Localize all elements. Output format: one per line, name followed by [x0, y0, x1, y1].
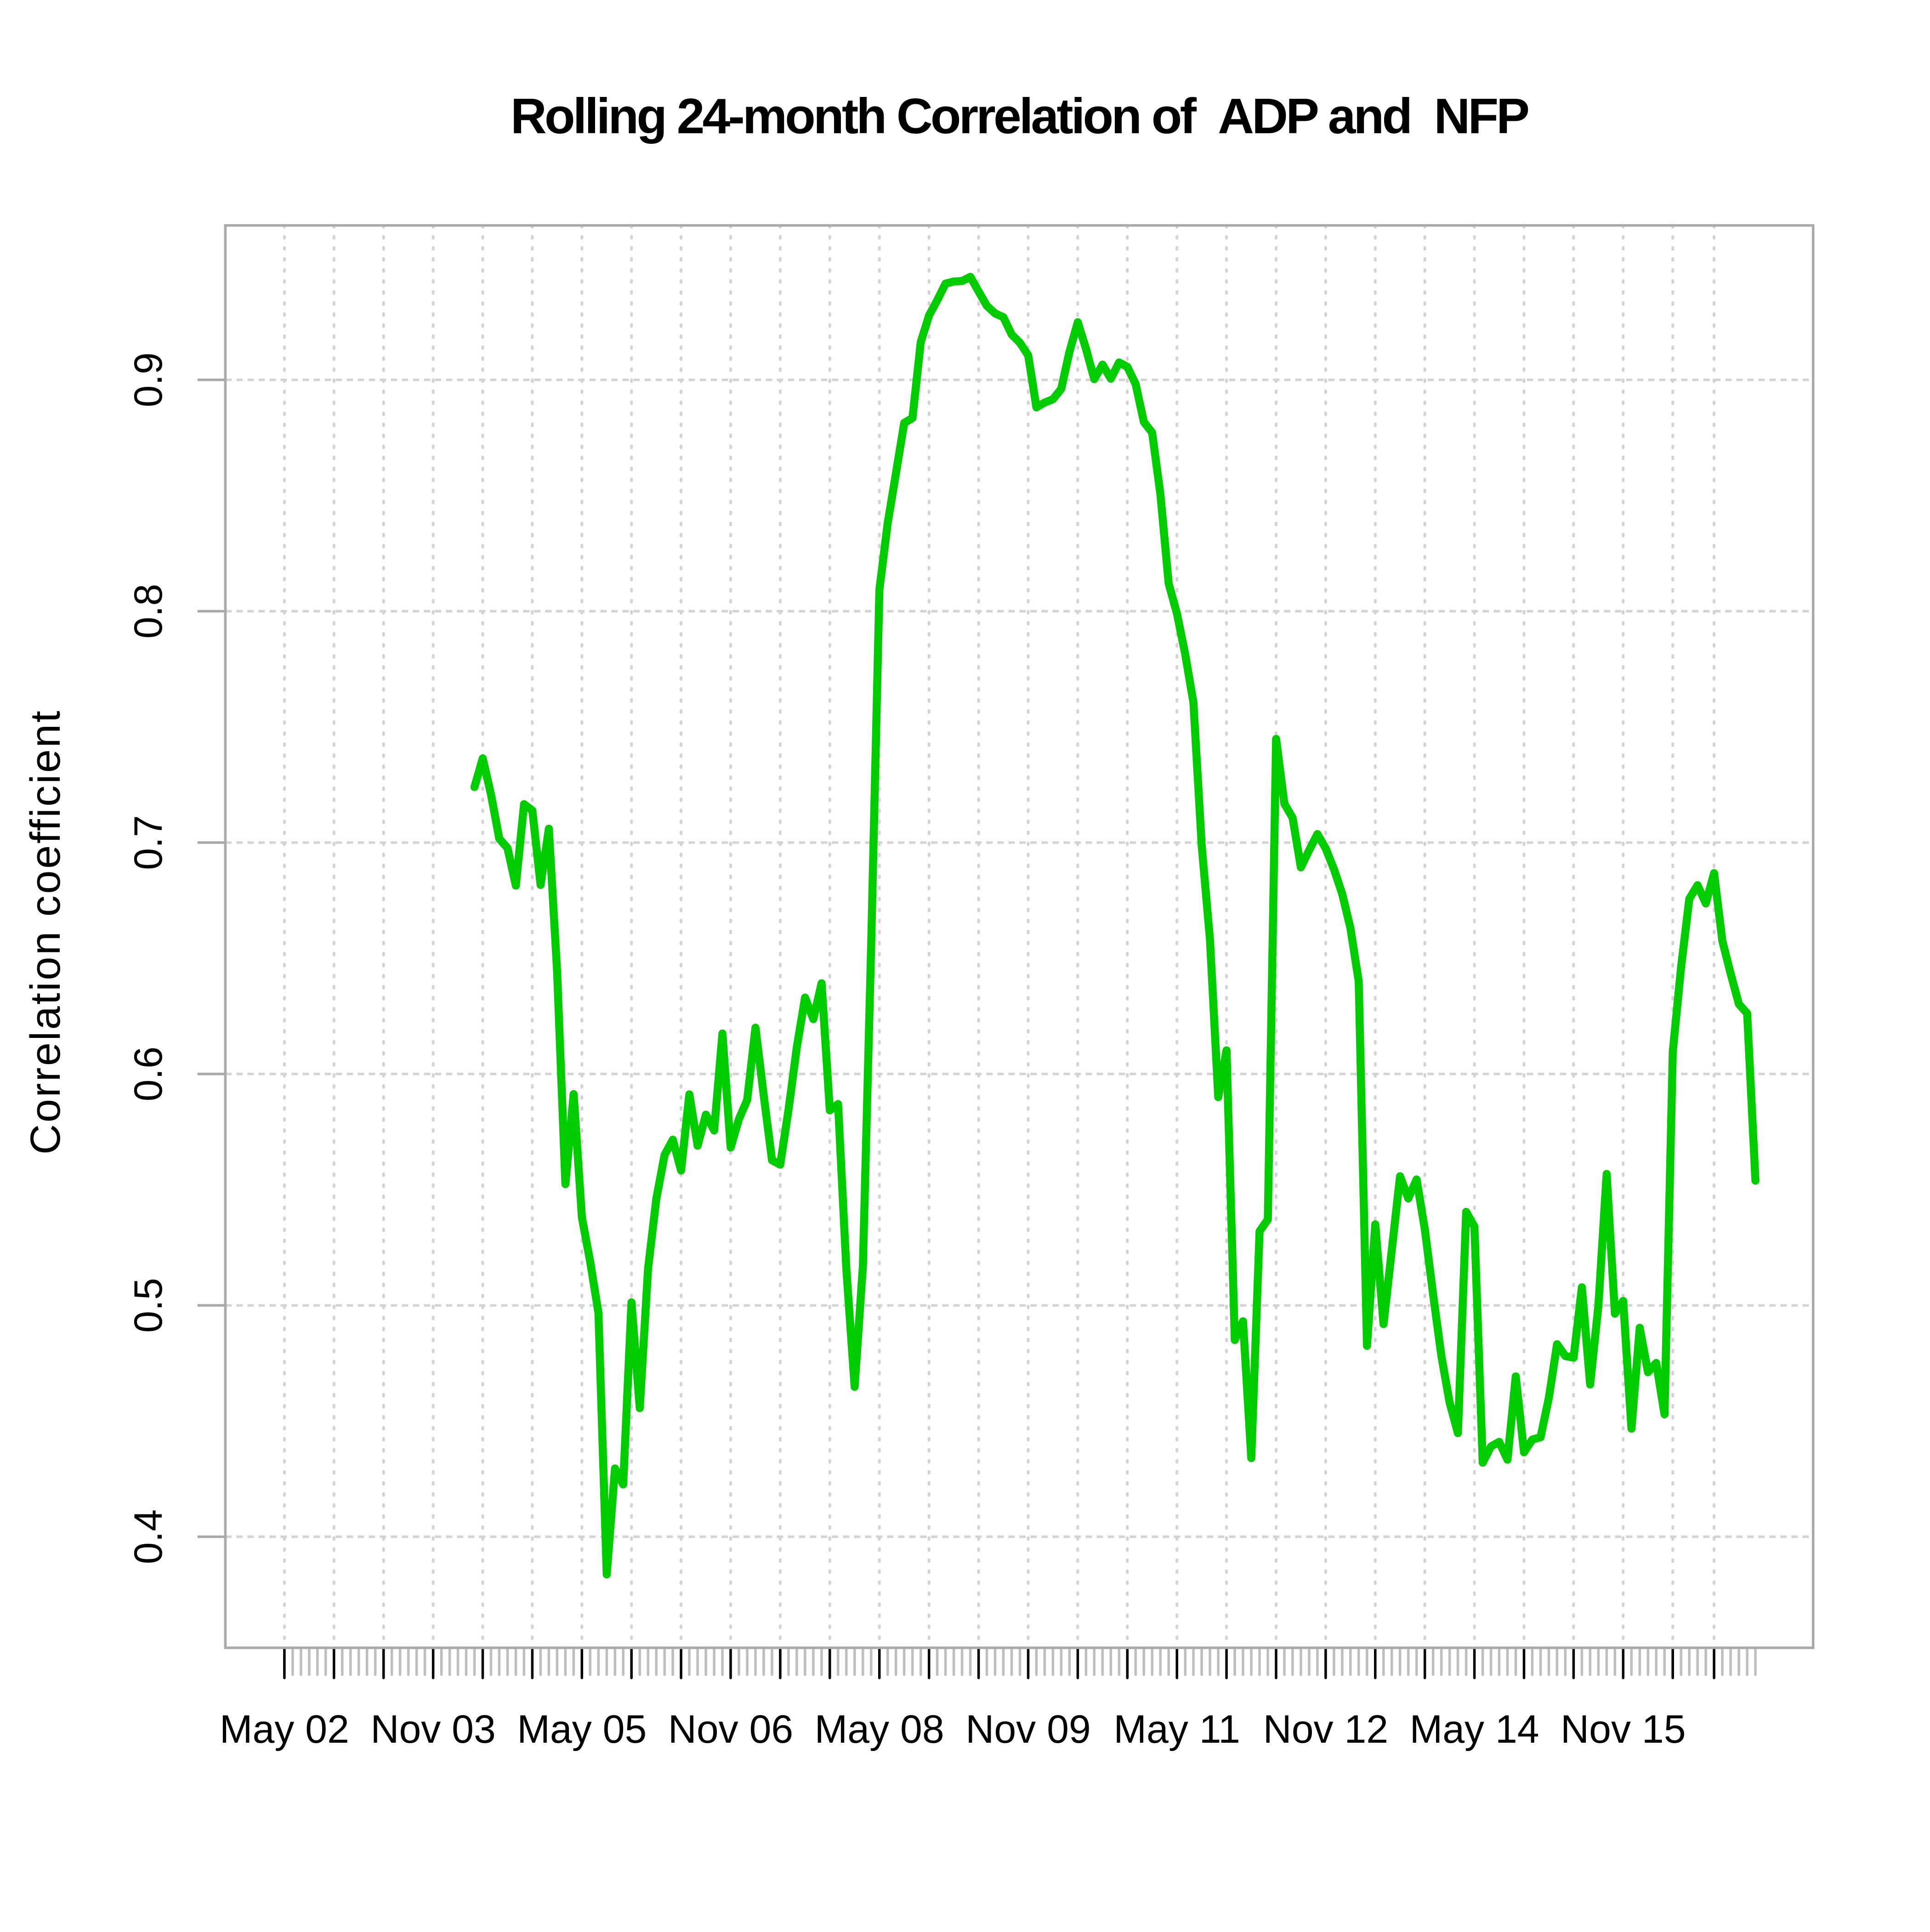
svg-text:0.4: 0.4	[126, 1509, 170, 1564]
svg-text:May 14: May 14	[1410, 1707, 1539, 1751]
svg-text:Correlation coefficient: Correlation coefficient	[22, 711, 69, 1155]
svg-text:Nov 09: Nov 09	[965, 1707, 1091, 1751]
svg-text:0.9: 0.9	[126, 352, 170, 408]
svg-text:May 08: May 08	[815, 1707, 944, 1751]
svg-text:0.7: 0.7	[126, 815, 170, 870]
svg-text:May 05: May 05	[517, 1707, 647, 1751]
svg-text:Rolling 24-month Correlation o: Rolling 24-month Correlation of ADP and …	[511, 88, 1530, 144]
svg-text:0.8: 0.8	[126, 584, 170, 639]
svg-text:Nov 06: Nov 06	[668, 1707, 794, 1751]
svg-text:Nov 12: Nov 12	[1263, 1707, 1389, 1751]
svg-text:May 02: May 02	[220, 1707, 349, 1751]
svg-text:0.6: 0.6	[126, 1047, 170, 1102]
svg-text:Nov 03: Nov 03	[370, 1707, 496, 1751]
svg-text:May 11: May 11	[1113, 1707, 1240, 1751]
svg-text:Nov 15: Nov 15	[1561, 1707, 1686, 1751]
svg-text:0.5: 0.5	[126, 1278, 170, 1333]
